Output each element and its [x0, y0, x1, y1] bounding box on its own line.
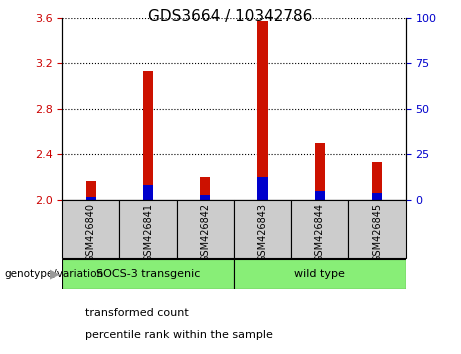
Bar [234, 200, 291, 258]
Text: GSM426844: GSM426844 [315, 203, 325, 262]
Text: GSM426840: GSM426840 [86, 203, 96, 262]
Bar [257, 21, 268, 200]
Text: GSM426842: GSM426842 [201, 203, 210, 262]
Bar [291, 200, 349, 258]
Bar [315, 191, 325, 200]
Text: GSM426843: GSM426843 [258, 203, 267, 262]
Bar [143, 71, 153, 200]
Text: GSM426841: GSM426841 [143, 203, 153, 262]
Bar [143, 185, 153, 200]
Bar [62, 200, 119, 258]
Bar [372, 193, 382, 200]
Text: GDS3664 / 10342786: GDS3664 / 10342786 [148, 9, 313, 24]
Bar [62, 259, 234, 289]
Bar [119, 200, 177, 258]
Bar [315, 143, 325, 200]
Text: transformed count: transformed count [85, 308, 189, 318]
Text: wild type: wild type [295, 269, 345, 279]
Bar [86, 181, 96, 200]
Text: SOCS-3 transgenic: SOCS-3 transgenic [96, 269, 200, 279]
Bar [349, 200, 406, 258]
Bar [257, 177, 268, 200]
Text: percentile rank within the sample: percentile rank within the sample [85, 330, 273, 339]
Text: GSM426845: GSM426845 [372, 203, 382, 262]
Text: ▶: ▶ [50, 268, 60, 280]
Bar [86, 197, 96, 200]
Text: genotype/variation: genotype/variation [5, 269, 104, 279]
Bar [372, 162, 382, 200]
Bar [200, 177, 211, 200]
Bar [234, 259, 406, 289]
Bar [177, 200, 234, 258]
Bar [200, 195, 211, 200]
